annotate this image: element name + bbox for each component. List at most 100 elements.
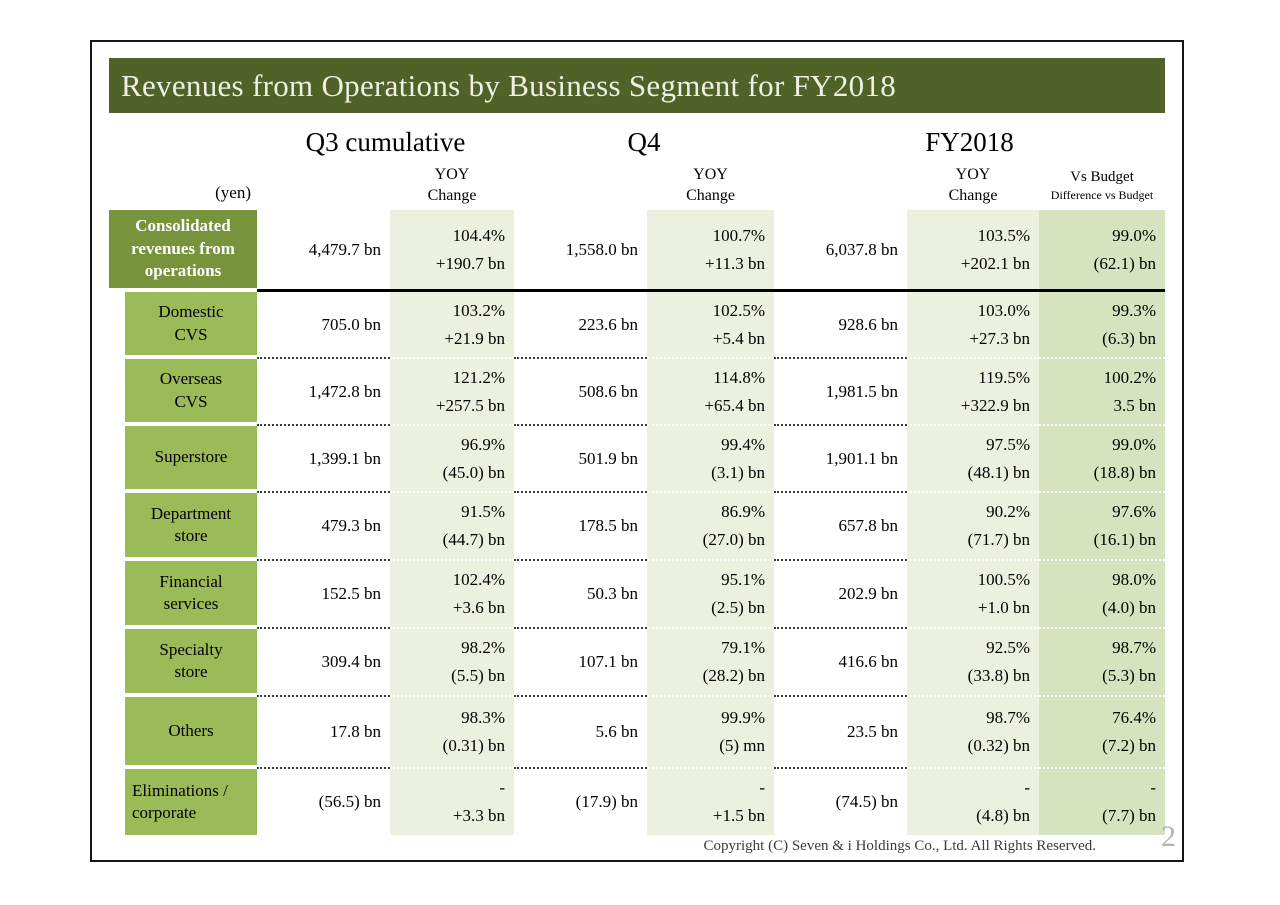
segment-label-line: corporate	[132, 803, 197, 822]
q3-revenue-value-cell: 309.4 bn	[257, 629, 390, 697]
segment-label-line: store	[174, 526, 208, 545]
column-group-q3-cumulative: Q3 cumulative	[305, 126, 466, 157]
q4-yoy-change-cell: 99.4% (3.1) bn	[647, 426, 774, 493]
q3-revenue-value: 152.5 bn	[321, 584, 382, 603]
fy-yoy-change-cell: 92.5% (33.8) bn	[907, 629, 1039, 697]
q3-yoy-amount: (44.7) bn	[442, 530, 505, 549]
vs-budget-percent: 98.0%	[1112, 570, 1156, 589]
q3-yoy-percent: -	[499, 778, 505, 797]
fy-revenue-value-cell: 1,981.5 bn	[774, 359, 907, 426]
vs-budget-cell: 97.6% (16.1) bn	[1039, 493, 1165, 561]
q3-revenue-value-cell: 1,399.1 bn	[257, 426, 390, 493]
segment-label-line: revenues from	[131, 238, 235, 258]
segment-revenue-table: Q3 cumulative Q4 FY2018 (yen) YOY Change…	[109, 122, 1165, 835]
q4-yoy-percent: 100.7%	[712, 225, 765, 245]
q3-yoy-change-cell: 103.2% +21.9 bn	[390, 292, 514, 359]
fy-yoy-amount: +322.9 bn	[960, 395, 1030, 415]
q4-yoy-percent: 102.5%	[712, 300, 765, 320]
fy-revenue-value-cell: 23.5 bn	[774, 697, 907, 769]
q4-yoy-percent: 114.8%	[713, 367, 765, 387]
fy-revenue-value: 23.5 bn	[847, 722, 898, 741]
fy-revenue-value: 202.9 bn	[838, 584, 899, 603]
vs-budget-percent: 76.4%	[1112, 708, 1156, 727]
vs-budget-difference: (7.2) bn	[1102, 736, 1156, 755]
fy-yoy-change-cell: 100.5% +1.0 bn	[907, 561, 1039, 629]
vs-budget-percent: 99.0%	[1112, 225, 1156, 245]
fy-yoy-percent: 90.2%	[986, 502, 1030, 521]
slide-title-bar: Revenues from Operations by Business Seg…	[109, 58, 1165, 113]
row-indent	[109, 426, 125, 493]
q3-revenue-value-cell: 479.3 bn	[257, 493, 390, 561]
segment-label-line: Superstore	[154, 447, 228, 467]
q4-revenue-value: 501.9 bn	[578, 448, 639, 468]
vs-budget-percent: 98.7%	[1112, 638, 1156, 657]
q4-yoy-change-cell: 99.9% (5) mn	[647, 697, 774, 769]
q4-yoy-change-cell: 102.5% +5.4 bn	[647, 292, 774, 359]
q4-revenue-value-cell: 501.9 bn	[514, 426, 647, 493]
q4-revenue-value-cell: 223.6 bn	[514, 292, 647, 359]
yoy-header-line1: YOY	[434, 166, 470, 184]
vs-budget-cell: 99.3% (6.3) bn	[1039, 292, 1165, 359]
q3-yoy-percent: 96.9%	[461, 434, 505, 454]
fy-yoy-amount: +202.1 bn	[960, 253, 1030, 273]
fy-yoy-change-cell: 103.5% +202.1 bn	[907, 210, 1039, 292]
fy-yoy-change-cell: 103.0% +27.3 bn	[907, 292, 1039, 359]
vs-budget-cell: 99.0% (62.1) bn	[1039, 210, 1165, 292]
q4-revenue-value: 223.6 bn	[578, 314, 639, 334]
q4-revenue-value-cell: 5.6 bn	[514, 697, 647, 769]
fy-revenue-value: (74.5) bn	[835, 792, 898, 811]
q4-revenue-value: 1,558.0 bn	[565, 239, 638, 259]
q3-revenue-value: (56.5) bn	[318, 792, 381, 811]
vs-budget-cell: 100.2% 3.5 bn	[1039, 359, 1165, 426]
q3-yoy-percent: 98.3%	[461, 708, 505, 727]
q3-revenue-value-cell: (56.5) bn	[257, 769, 390, 835]
fy-yoy-change-header: YOY Change	[907, 162, 1039, 210]
fy-yoy-percent: 92.5%	[986, 638, 1030, 657]
page-number: 2	[1161, 820, 1176, 853]
q4-yoy-percent: -	[759, 778, 765, 797]
q3-yoy-amount: +3.6 bn	[452, 598, 505, 617]
fy-yoy-amount: (4.8) bn	[976, 806, 1030, 825]
unit-label: (yen)	[215, 182, 251, 202]
fy-yoy-percent: 103.0%	[977, 300, 1030, 320]
fy-yoy-change-cell: 119.5% +322.9 bn	[907, 359, 1039, 426]
fy-revenue-value: 928.6 bn	[838, 314, 899, 334]
q3-yoy-change-cell: 104.4% +190.7 bn	[390, 210, 514, 292]
fy-revenue-value: 1,901.1 bn	[825, 448, 898, 468]
vs-budget-cell: - (7.7) bn	[1039, 769, 1165, 835]
q3-revenue-value-cell: 17.8 bn	[257, 697, 390, 769]
fy-revenue-value-cell: 928.6 bn	[774, 292, 907, 359]
fy-yoy-amount: (0.32) bn	[967, 736, 1030, 755]
q4-revenue-value: (17.9) bn	[575, 792, 638, 811]
q4-yoy-change-cell: 95.1% (2.5) bn	[647, 561, 774, 629]
q4-yoy-amount: (27.0) bn	[702, 530, 765, 549]
row-indent	[109, 359, 125, 426]
segment-label-line: Specialty	[159, 639, 223, 659]
vs-budget-cell: 76.4% (7.2) bn	[1039, 697, 1165, 769]
segment-label: Overseas CVS	[125, 359, 257, 426]
q4-yoy-percent: 86.9%	[721, 502, 765, 521]
q3-yoy-amount: +257.5 bn	[435, 395, 505, 415]
q4-yoy-percent: 99.4%	[721, 434, 765, 454]
q4-revenue-value-cell: 50.3 bn	[514, 561, 647, 629]
q3-yoy-percent: 102.4%	[452, 570, 505, 589]
row-indent	[109, 292, 125, 359]
segment-label: Specialty store	[125, 629, 257, 697]
vs-budget-cell: 98.0% (4.0) bn	[1039, 561, 1165, 629]
fy-revenue-value-cell: 1,901.1 bn	[774, 426, 907, 493]
q4-revenue-value: 107.1 bn	[578, 652, 639, 671]
vs-budget-cell: 99.0% (18.8) bn	[1039, 426, 1165, 493]
q4-revenue-value-cell: 178.5 bn	[514, 493, 647, 561]
vs-budget-difference: (6.3) bn	[1102, 328, 1156, 348]
slide-title: Revenues from Operations by Business Seg…	[121, 67, 897, 103]
q4-yoy-amount: (28.2) bn	[702, 666, 765, 685]
q4-yoy-amount: (2.5) bn	[711, 598, 765, 617]
q3-yoy-change-cell: 91.5% (44.7) bn	[390, 493, 514, 561]
fy-revenue-value: 6,037.8 bn	[825, 239, 898, 259]
row-indent	[109, 629, 125, 697]
q4-yoy-amount: +5.4 bn	[712, 328, 765, 348]
segment-label-line: services	[163, 594, 219, 613]
fy-revenue-value: 1,981.5 bn	[825, 381, 898, 401]
q4-revenue-value: 50.3 bn	[587, 584, 638, 603]
q4-yoy-change-cell: 114.8% +65.4 bn	[647, 359, 774, 426]
